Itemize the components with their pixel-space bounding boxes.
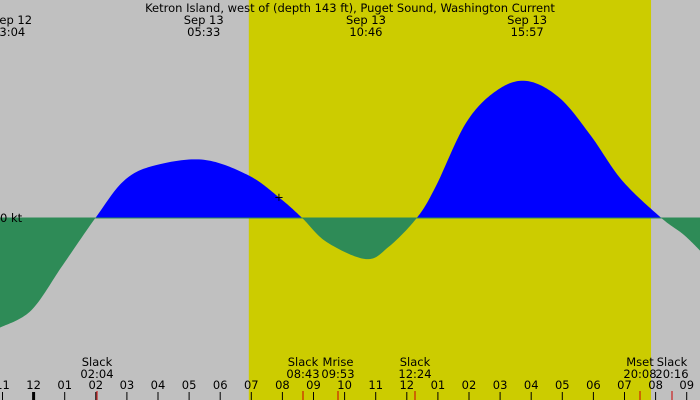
x-tick-label: 10 [337, 378, 352, 392]
peak-date-0: Sep 12 [0, 13, 32, 27]
x-tick-label: 11 [368, 378, 383, 392]
peak-date-2: Sep 13 [346, 13, 386, 27]
x-tick-label: 07 [244, 378, 259, 392]
cursor-marker: + [274, 190, 284, 204]
peak-date-1: Sep 13 [184, 13, 224, 27]
x-tick-label: 06 [586, 378, 601, 392]
x-tick-label: 12 [399, 378, 414, 392]
x-tick-label: 02 [462, 378, 477, 392]
x-tick-label: 01 [431, 378, 446, 392]
ebb-area [0, 218, 700, 328]
x-tick-label: 08 [275, 378, 290, 392]
event-time-4: 20:08 [623, 367, 656, 381]
event-label-3: Slack [400, 355, 431, 369]
x-tick-label: 03 [120, 378, 135, 392]
x-tick-label: 09 [679, 378, 694, 392]
x-tick-label: 05 [182, 378, 197, 392]
x-tick-label: 11 [0, 378, 10, 392]
flood-area [0, 80, 700, 218]
event-time-3: 12:24 [398, 367, 431, 381]
peak-time-0: 23:04 [0, 25, 25, 39]
event-label-0: Slack [82, 355, 113, 369]
baseline-label: 0 kt [0, 211, 23, 225]
x-tick-label: 07 [617, 378, 632, 392]
x-tick-label: 02 [88, 378, 103, 392]
peak-date-3: Sep 13 [507, 13, 547, 27]
event-labels: Slack02:04Slack08:43Mrise09:53Slack12:24… [80, 355, 689, 400]
event-time-2: 09:53 [321, 367, 354, 381]
event-label-5: Slack [657, 355, 688, 369]
x-tick-label: 12 [26, 378, 41, 392]
event-label-1: Slack [288, 355, 319, 369]
x-tick-label: 06 [213, 378, 228, 392]
x-tick-label: 08 [648, 378, 663, 392]
x-tick-label: 03 [493, 378, 508, 392]
event-time-0: 02:04 [80, 367, 113, 381]
x-tick-label: 04 [524, 378, 539, 392]
x-tick-label: 05 [555, 378, 570, 392]
event-label-2: Mrise [323, 355, 354, 369]
event-time-1: 08:43 [286, 367, 319, 381]
event-time-5: 20:16 [655, 367, 688, 381]
event-label-4: Mset [626, 355, 654, 369]
x-tick-label: 01 [57, 378, 72, 392]
peak-time-2: 10:46 [349, 25, 382, 39]
peak-time-1: 05:33 [187, 25, 220, 39]
x-tick-label: 04 [151, 378, 166, 392]
peak-time-3: 15:57 [511, 25, 544, 39]
x-tick-label: 09 [306, 378, 321, 392]
x-axis: 11 12 01 02 03 04 05 06 07 08 09 10 11 12 01 02 03 04 05 06… [0, 378, 694, 400]
chart-title: Ketron Island, west of (depth 143 ft), P… [145, 1, 555, 15]
